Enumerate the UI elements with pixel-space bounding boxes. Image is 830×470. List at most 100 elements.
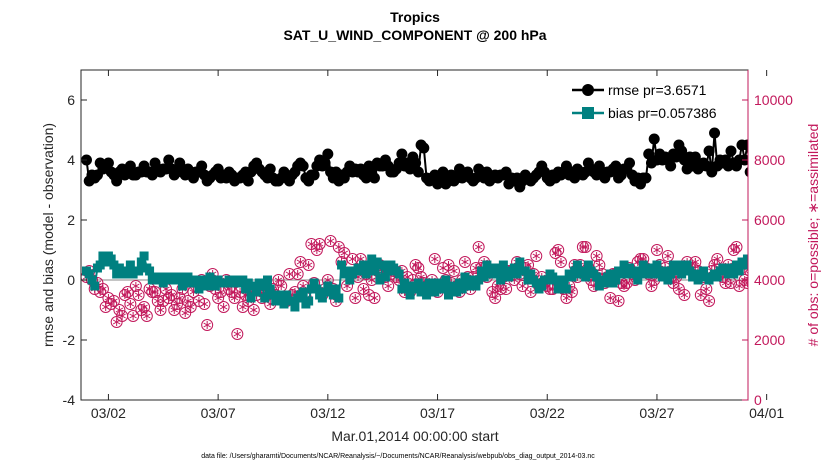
axes: -4 -2 0 2 4 6 0 2000 4000 6000 8000 10000 03/02 03/07… — [63, 69, 793, 421]
bias-point — [331, 284, 341, 294]
bias-point — [449, 281, 459, 291]
bias-point — [262, 275, 272, 285]
obs-possible-point — [212, 292, 225, 304]
bias-point — [337, 260, 347, 270]
chart-title: Tropics — [390, 9, 440, 25]
bias-point — [594, 281, 604, 291]
bias-point — [441, 275, 451, 285]
bias-point — [592, 272, 602, 282]
bias-point — [136, 257, 146, 267]
x-tick-label: 03/12 — [310, 405, 345, 421]
bias-point — [734, 266, 744, 276]
plot-area — [81, 127, 761, 340]
bias-point — [156, 272, 166, 282]
bias-point — [405, 290, 415, 300]
bias-point — [375, 275, 385, 285]
x-tick-label: 03/07 — [201, 405, 236, 421]
bias-point — [422, 290, 432, 300]
y-tick-label: 0 — [67, 272, 75, 288]
bias-point — [611, 275, 621, 285]
rmse-point — [174, 157, 186, 169]
rmse-point — [410, 157, 422, 169]
bias-point — [460, 272, 470, 282]
bias-point — [402, 284, 412, 294]
rmse-point — [750, 173, 761, 184]
obs-possible-point — [530, 250, 543, 262]
rmse-point — [648, 133, 660, 145]
obs-possible-point — [412, 262, 425, 274]
bias-point — [369, 266, 379, 276]
bias-point — [452, 287, 462, 297]
bias-point — [342, 266, 352, 276]
x-axis-label: Mar.01,2014 00:00:00 start — [331, 428, 498, 444]
legend-rmse-label: rmse pr=3.6571 — [608, 82, 707, 98]
footnote: data file: /Users/gharamti/Documents/NCA… — [201, 453, 595, 460]
bias-point — [378, 260, 388, 270]
bias-point — [175, 272, 185, 282]
legend-bias-label: bias pr=0.057386 — [608, 105, 717, 121]
bias-point — [433, 278, 443, 288]
bias-point — [282, 290, 292, 300]
bias-point — [177, 281, 187, 291]
bias-point — [479, 272, 489, 282]
obs-possible-point — [552, 244, 565, 256]
obs-possible-point — [324, 235, 337, 247]
obs-possible-point — [554, 256, 567, 268]
y2-tick-label: 0 — [754, 392, 762, 408]
bias-point — [674, 260, 684, 270]
bias-point — [726, 263, 736, 273]
rmse-point — [111, 175, 123, 187]
obs-possible-point — [593, 259, 606, 271]
rmse-point — [741, 139, 748, 151]
bias-point — [454, 278, 464, 288]
rmse-point — [665, 160, 677, 172]
bias-point — [309, 278, 319, 288]
obs-possible-point — [291, 268, 304, 280]
y-tick-label: 2 — [67, 212, 75, 228]
bias-point — [139, 251, 149, 261]
bias-point — [413, 278, 423, 288]
bias-point — [668, 260, 678, 270]
bias-point — [745, 257, 748, 267]
bias-point — [183, 272, 193, 282]
bias-point — [542, 275, 552, 285]
bias-point — [712, 272, 722, 282]
obs-possible-point — [310, 244, 323, 256]
bias-point — [416, 287, 426, 297]
bias-point — [90, 281, 100, 291]
bias-point — [271, 296, 281, 306]
bias-point — [699, 266, 709, 276]
bias-point — [666, 269, 676, 279]
rmse-point — [297, 160, 309, 172]
rmse-point — [196, 160, 208, 172]
obs-possible-point — [489, 292, 502, 304]
bias-point — [125, 260, 135, 270]
obs-possible-point — [283, 268, 296, 280]
bias-point — [482, 260, 492, 270]
bias-point — [158, 278, 168, 288]
bias-point — [265, 284, 275, 294]
obs-possible-point — [746, 261, 748, 269]
bias-point — [199, 275, 209, 285]
obs-possible-point — [127, 310, 140, 322]
y-axis-label: rmse and bias (model - observation) — [40, 123, 56, 347]
bias-point — [328, 290, 338, 300]
bias-point — [496, 275, 506, 285]
rmse-point — [124, 160, 136, 172]
legend: rmse pr=3.6571 bias pr=0.057386 — [566, 77, 742, 127]
legend-rmse-marker — [582, 84, 594, 96]
y2-tick-label: 2000 — [754, 332, 785, 348]
bias-point — [397, 284, 407, 294]
obs-possible-point — [678, 289, 691, 301]
bias-point — [356, 266, 366, 276]
obs-possible-point — [124, 298, 137, 310]
obs-possible-point — [711, 253, 724, 265]
bias-point — [361, 269, 371, 279]
rmse-point — [624, 157, 636, 169]
bias-point — [657, 272, 667, 282]
y-tick-label: 4 — [67, 152, 75, 168]
bias-point — [241, 284, 251, 294]
bias-point — [619, 260, 629, 270]
obs-possible-point — [149, 286, 162, 298]
